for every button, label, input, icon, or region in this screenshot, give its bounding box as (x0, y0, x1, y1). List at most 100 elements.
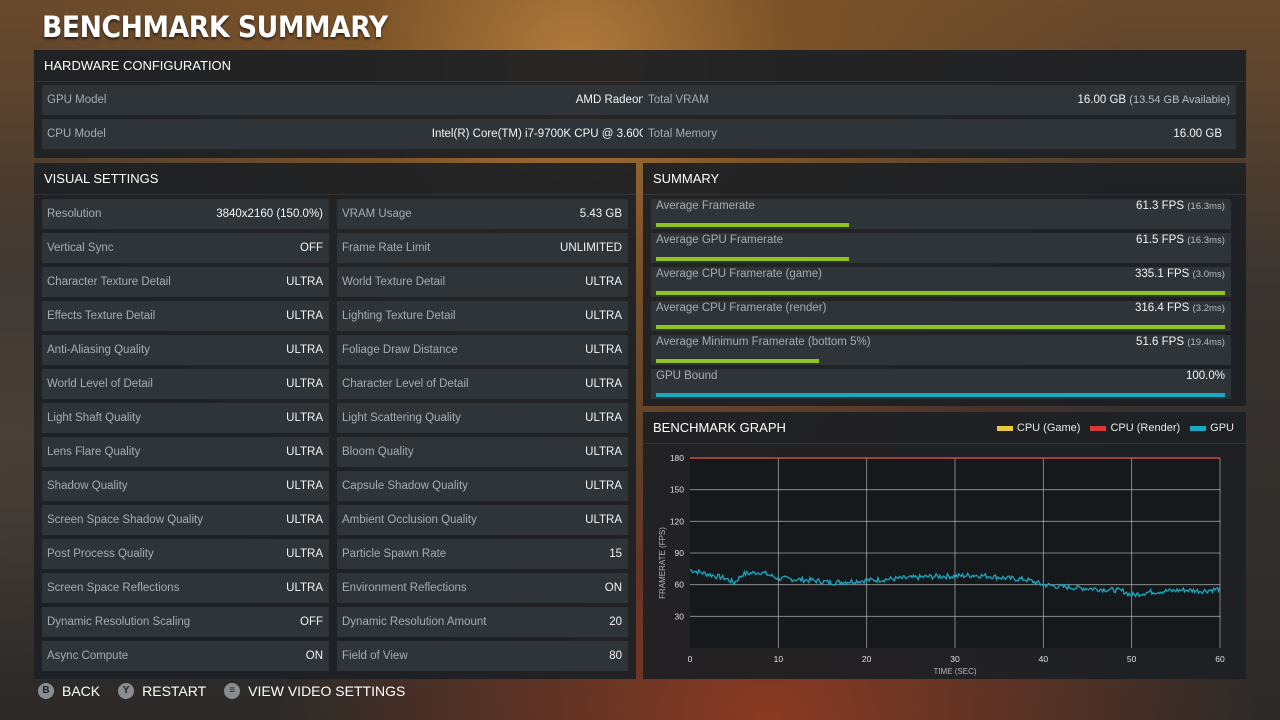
setting-label: Particle Spawn Rate (342, 548, 447, 560)
setting-row: Ambient Occlusion Quality ULTRA (337, 505, 628, 535)
setting-label: Frame Rate Limit (342, 242, 431, 254)
setting-label: Bloom Quality (342, 446, 414, 458)
setting-label: Field of View (342, 650, 408, 662)
page-title: BENCHMARK SUMMARY (42, 10, 388, 44)
setting-label: Character Texture Detail (47, 276, 171, 288)
setting-value: ULTRA (286, 446, 323, 458)
setting-row: Capsule Shadow Quality ULTRA (337, 471, 628, 501)
setting-value: ULTRA (286, 412, 323, 424)
back-button[interactable]: B BACK (38, 682, 100, 700)
footer-bar: B BACK Y RESTART ≡ VIEW VIDEO SETTINGS (38, 682, 423, 700)
hw-row-gpu-model: GPU Model AMD Radeon VII (42, 85, 668, 115)
legend-swatch (1190, 425, 1207, 431)
summary-bar-track (656, 257, 1225, 261)
setting-label: VRAM Usage (342, 208, 412, 220)
summary-label: Average GPU Framerate (656, 234, 783, 246)
x-tick-label: 10 (774, 654, 784, 664)
y-tick-label: 60 (675, 580, 685, 590)
setting-label: Screen Space Shadow Quality (47, 514, 203, 526)
graph-legend: CPU (Game) CPU (Render) GPU (996, 422, 1234, 434)
hardware-panel: HARDWARE CONFIGURATION GPU Model AMD Rad… (34, 50, 1246, 158)
setting-value: OFF (300, 242, 323, 254)
setting-value: ULTRA (585, 344, 622, 356)
setting-value: ULTRA (286, 514, 323, 526)
setting-value: ON (604, 582, 622, 594)
setting-row: Dynamic Resolution Scaling OFF (42, 607, 329, 637)
setting-label: Ambient Occlusion Quality (342, 514, 477, 526)
x-tick-label: 20 (862, 654, 872, 664)
summary-bar (656, 325, 1225, 329)
summary-panel: SUMMARY Average Framerate 61.3 FPS (16.3m… (643, 163, 1246, 406)
hw-label: Total VRAM (648, 94, 709, 106)
setting-value: ULTRA (286, 480, 323, 492)
setting-row: Particle Spawn Rate 15 (337, 539, 628, 569)
hw-row-total-vram: Total VRAM 16.00 GB (13.54 GB Available) (643, 85, 1236, 115)
setting-label: World Level of Detail (47, 378, 153, 390)
x-tick-label: 30 (950, 654, 960, 664)
setting-label: Screen Space Reflections (47, 582, 180, 594)
framerate-chart: 30 60 90 120 150 180 0 10 20 30 40 50 60 TIME (SEC) FR… (658, 453, 1225, 676)
setting-value: ULTRA (585, 446, 622, 458)
graph-header: BENCHMARK GRAPH (643, 412, 1246, 444)
summary-bar-track (656, 291, 1225, 295)
setting-label: Shadow Quality (47, 480, 128, 492)
setting-row: Screen Space Shadow Quality ULTRA (42, 505, 329, 535)
setting-value: ULTRA (585, 480, 622, 492)
setting-row: Resolution 3840x2160 (150.0%) (42, 199, 329, 229)
setting-label: Dynamic Resolution Amount (342, 616, 487, 628)
y-tick-label: 90 (675, 548, 685, 558)
summary-value: 335.1 FPS (3.0ms) (1134, 268, 1225, 280)
x-tick-label: 60 (1215, 654, 1225, 664)
y-tick-label: 120 (670, 516, 684, 526)
benchmark-graph-panel: BENCHMARK GRAPH CPU (Game) CPU (Render) … (643, 412, 1246, 679)
setting-row: Character Texture Detail ULTRA (42, 267, 329, 297)
setting-label: Lens Flare Quality (47, 446, 141, 458)
setting-row: Dynamic Resolution Amount 20 (337, 607, 628, 637)
b-button-icon: B (38, 683, 54, 699)
setting-row: Field of View 80 (337, 641, 628, 671)
setting-label: Dynamic Resolution Scaling (47, 616, 191, 628)
hw-label: CPU Model (47, 128, 106, 140)
setting-row: Lens Flare Quality ULTRA (42, 437, 329, 467)
hw-label: Total Memory (648, 128, 718, 140)
summary-label: Average CPU Framerate (render) (656, 302, 827, 314)
view-video-settings-button[interactable]: ≡ VIEW VIDEO SETTINGS (224, 682, 405, 700)
setting-row: Post Process Quality ULTRA (42, 539, 329, 569)
summary-value: 316.4 FPS (3.2ms) (1134, 302, 1225, 314)
setting-value: 80 (609, 650, 622, 662)
summary-bar (656, 359, 820, 363)
setting-value: 15 (609, 548, 622, 560)
x-tick-label: 50 (1127, 654, 1137, 664)
summary-label: GPU Bound (656, 370, 718, 382)
summary-bar-track (656, 359, 1225, 363)
setting-label: World Texture Detail (342, 276, 446, 288)
menu-button-icon: ≡ (224, 683, 241, 699)
setting-value: ULTRA (286, 378, 323, 390)
setting-row: Bloom Quality ULTRA (337, 437, 628, 467)
legend-swatch (1090, 425, 1107, 431)
x-axis-label: TIME (SEC) (933, 667, 976, 676)
restart-button[interactable]: Y RESTART (118, 682, 206, 700)
summary-bar-track (656, 325, 1225, 329)
setting-value: ULTRA (286, 310, 323, 322)
summary-row: Average CPU Framerate (game) 335.1 FPS (3… (651, 267, 1231, 297)
summary-bar (656, 393, 1225, 397)
setting-label: Capsule Shadow Quality (342, 480, 468, 492)
setting-row: Screen Space Reflections ULTRA (42, 573, 329, 603)
setting-label: Character Level of Detail (342, 378, 469, 390)
summary-bar-track (656, 223, 1225, 227)
setting-label: Async Compute (47, 650, 129, 662)
hw-value: AMD Radeon VII (575, 94, 662, 106)
setting-label: Lighting Texture Detail (342, 310, 456, 322)
summary-value: 100.0% (1185, 370, 1225, 382)
summary-row: Average CPU Framerate (render) 316.4 FPS … (651, 301, 1231, 331)
setting-value: OFF (300, 616, 323, 628)
view-video-settings-label: VIEW VIDEO SETTINGS (248, 683, 406, 699)
summary-row: Average Minimum Framerate (bottom 5%) 51.… (651, 335, 1231, 365)
summary-row: GPU Bound 100.0% (651, 369, 1231, 399)
setting-label: Foliage Draw Distance (342, 344, 458, 356)
setting-value: ULTRA (286, 548, 323, 560)
setting-row: Shadow Quality ULTRA (42, 471, 329, 501)
setting-value: ULTRA (585, 514, 622, 526)
y-axis-label: FRAMERATE (FPS) (658, 527, 667, 599)
